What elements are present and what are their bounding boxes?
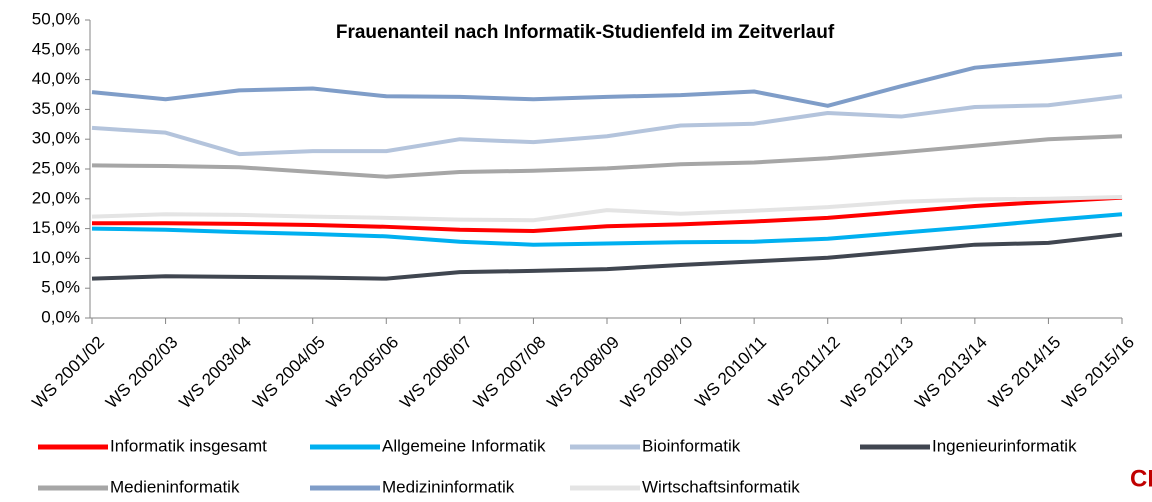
x-tick-label: WS 2003/04 [176, 333, 256, 413]
y-tick-label: 35,0% [32, 99, 80, 118]
x-tick-label: WS 2004/05 [249, 333, 329, 413]
legend-label: Ingenieurinformatik [932, 436, 1077, 455]
series-line [92, 195, 1123, 233]
chart-title: Frauenanteil nach Informatik-Studienfeld… [336, 22, 835, 43]
x-tick-label: WS 2014/15 [985, 333, 1065, 413]
x-tick-label: WS 2005/06 [323, 333, 403, 413]
x-tick-label: WS 2010/11 [691, 333, 770, 412]
y-tick-label: 10,0% [32, 248, 80, 267]
y-tick-label: 5,0% [41, 278, 80, 297]
x-tick-label: WS 2015/16 [1058, 333, 1138, 413]
x-tick-label: WS 2012/13 [838, 333, 918, 413]
y-tick-label: 45,0% [32, 39, 80, 58]
y-tick-label: 0,0% [41, 307, 80, 326]
y-tick-label: 25,0% [32, 158, 80, 177]
x-tick-label: WS 2002/03 [102, 333, 182, 413]
x-tick-label: WS 2007/08 [470, 333, 550, 413]
x-tick-label: WS 2009/10 [617, 333, 697, 413]
y-tick-label: 50,0% [32, 9, 80, 28]
legend-label: Informatik insgesamt [110, 436, 267, 455]
series-line [91, 212, 1123, 247]
legend-label: Allgemeine Informatik [382, 436, 546, 455]
y-tick-label: 40,0% [32, 69, 80, 88]
x-tick-label: WS 2011/12 [765, 333, 844, 412]
series-line [91, 51, 1123, 108]
legend-label: Medizininformatik [382, 477, 515, 496]
y-tick-label: 30,0% [32, 129, 80, 148]
series-line [91, 195, 1123, 223]
x-tick-label: WS 2006/07 [396, 333, 476, 413]
series-line [91, 232, 1123, 281]
y-tick-label: 20,0% [32, 188, 80, 207]
x-tick-label: WS 2013/14 [911, 333, 991, 413]
x-tick-label: WS 2008/09 [543, 333, 623, 413]
logo: CH [1130, 465, 1152, 492]
series-line [91, 134, 1123, 179]
y-tick-label: 15,0% [32, 218, 80, 237]
legend-label: Medieninformatik [110, 477, 240, 496]
legend-label: Wirtschaftsinformatik [642, 477, 800, 496]
x-tick-label: WS 2001/02 [28, 333, 108, 413]
legend-label: Bioinformatik [642, 436, 741, 455]
series-line [91, 94, 1123, 157]
